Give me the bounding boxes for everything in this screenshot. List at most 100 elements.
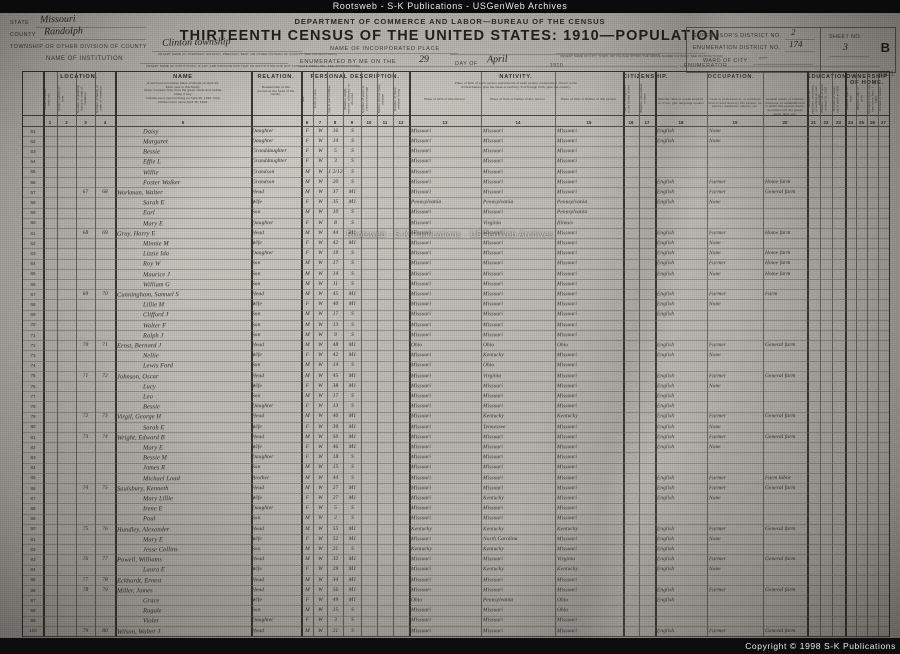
cell-father: Virginia [482, 372, 502, 379]
cell-father: Missouri [482, 321, 504, 328]
cell-relation: Son [251, 515, 261, 522]
row-rule [23, 432, 889, 433]
cell-name: Effie L [142, 158, 161, 166]
cell-birth: Missouri [410, 250, 432, 257]
cell-birth: Missouri [410, 189, 432, 196]
row-rule [23, 330, 889, 331]
cell-name: Willie [142, 168, 159, 177]
cell-relation: Daughter [251, 505, 274, 512]
column-rule [832, 72, 833, 636]
cell-race: W [318, 362, 323, 369]
row-number: 62 [30, 240, 36, 246]
cell-race: W [318, 137, 323, 145]
cell-name: Laura E [142, 566, 165, 574]
cell-relation: Son [251, 331, 261, 339]
enumeration-district-label: ENUMERATION DISTRICT NO. [693, 45, 781, 51]
cell-father: Missouri [482, 158, 504, 165]
cell-marital: S [351, 270, 354, 277]
cell-occupation: Farmer [708, 525, 727, 532]
cell-marital: S [351, 178, 354, 185]
cell-mother: Missouri [556, 148, 578, 155]
cell-name: Maurice J [142, 270, 171, 279]
row-rule [23, 605, 889, 607]
form-header: DEPARTMENT OF COMMERCE AND LABOR—BUREAU … [0, 13, 900, 78]
cell-name: Wilson, Walter J [116, 627, 161, 636]
subheader-24: Attended school any time since Sept. 1, … [867, 84, 878, 114]
cell-birth: Missouri [410, 535, 432, 543]
cell-lang: English [656, 627, 675, 634]
cell-marital: M1 [348, 586, 357, 593]
cell-marital: M1 [348, 433, 357, 440]
column-number-13: 13 [442, 120, 448, 125]
cell-age: 3 [334, 158, 337, 165]
cell-birth: Missouri [410, 433, 432, 441]
cell-marital: M1 [348, 484, 357, 491]
cell-marital: S [351, 321, 354, 328]
cell-sex: M [305, 515, 310, 522]
cell-race: W [318, 556, 323, 563]
row-number: 68 [30, 302, 36, 307]
column-rule [95, 72, 96, 636]
subheader-21: Number of weeks out of work in 1909 [832, 85, 840, 113]
cell-marital: M1 [348, 372, 357, 379]
subheader-13: Place of birth of Mother of this person. [560, 97, 618, 101]
cell-mother: Missouri [556, 138, 578, 145]
cell-mother: Missouri [556, 627, 578, 634]
cell-relation: Wife [251, 423, 263, 430]
cell-lang: English [656, 535, 675, 543]
cell-race: W [318, 250, 323, 257]
cell-mother: Missouri [556, 495, 578, 502]
cell-industry: General farm [764, 341, 796, 349]
cell-father: Missouri [482, 576, 504, 583]
cell-age: 5 [334, 148, 337, 155]
cell-relation: Granddaughter [251, 158, 287, 165]
cell-mother: Missouri [556, 240, 578, 247]
bureau-title: DEPARTMENT OF COMMERCE AND LABOR—BUREAU … [294, 17, 606, 26]
cell-birth: Missouri [410, 168, 432, 175]
cell-industry: Home farm [764, 178, 791, 185]
cell-sex: M [305, 433, 310, 440]
row-rule [23, 207, 889, 209]
cell-birth: Missouri [410, 515, 432, 522]
cell-age: 50 [332, 433, 339, 440]
row-number: 53 [30, 149, 36, 154]
cell-marital: M1 [348, 566, 357, 573]
subheader-23: Whether able to write [856, 87, 864, 111]
row-rule [23, 217, 889, 219]
row-number: 95 [30, 577, 36, 583]
subheader-1: House number or farm [57, 86, 65, 112]
cell-occupation: Farmer [708, 474, 727, 481]
cell-occupation: Farmer [708, 229, 727, 237]
cell-father: Pennsylvania [482, 597, 514, 604]
cell-age: 8 [334, 219, 337, 226]
cell-marital: S [351, 148, 354, 155]
cell-family: 72 [102, 372, 108, 379]
cell-father: Missouri [482, 454, 504, 461]
cell-relation: Son [251, 311, 261, 318]
cell-marital: M1 [348, 494, 357, 502]
cell-lang: English [656, 229, 675, 237]
cell-dwelling: 68 [82, 229, 89, 236]
row-number: 57 [30, 189, 36, 195]
cell-mother: Missouri [556, 444, 578, 451]
row-rule [23, 615, 889, 617]
cell-name: Rugale [142, 607, 162, 615]
cell-relation: Head [251, 433, 265, 441]
cell-age: 2 [334, 515, 337, 522]
column-number-4: 4 [103, 120, 107, 125]
cell-dwelling: 74 [82, 484, 89, 491]
cell-industry: General farm [764, 586, 796, 593]
cell-mother: Missouri [556, 484, 578, 492]
cell-sex: M [305, 484, 310, 491]
cell-relation: Wife [251, 301, 263, 308]
cell-birth: Missouri [410, 586, 432, 594]
row-number: 75 [30, 373, 36, 379]
cell-father: Missouri [482, 607, 504, 614]
cell-sex: M [305, 627, 310, 634]
district-box: SUPERVISOR'S DISTRICT NO. 2 ENUMERATION … [686, 27, 896, 73]
cell-father: Missouri [482, 301, 504, 308]
cell-occupation: Farmer [708, 372, 727, 379]
cell-age: 48 [332, 341, 339, 349]
cell-father: Missouri [482, 556, 504, 563]
